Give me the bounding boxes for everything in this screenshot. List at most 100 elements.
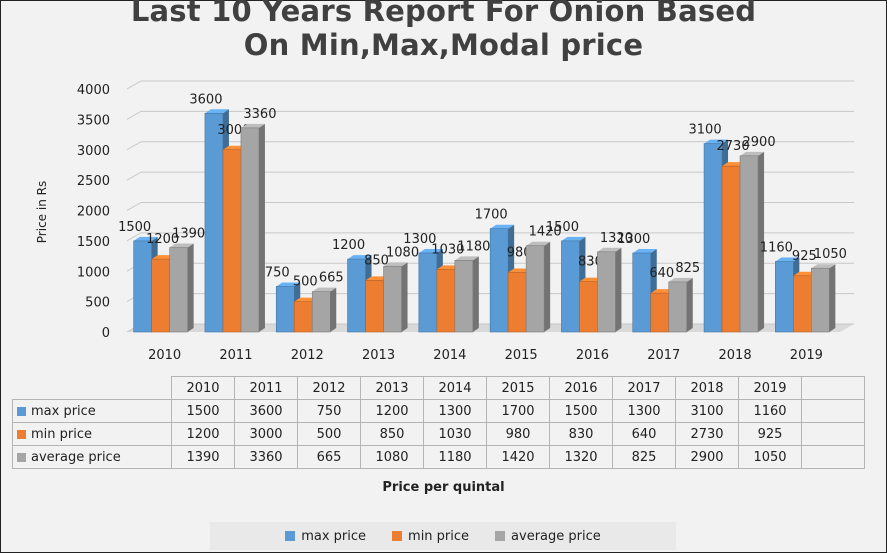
- bar-average-price-2011: [240, 127, 260, 333]
- bar-top: [276, 282, 301, 287]
- bar-side: [544, 241, 551, 332]
- x-tick-label: 2014: [433, 348, 466, 363]
- bar-max-price-2011: [204, 113, 224, 333]
- data-label: 1500: [546, 220, 579, 235]
- data-label: 1390: [172, 227, 205, 242]
- data-label: 1030: [431, 242, 464, 257]
- x-tick-label: 2015: [505, 348, 538, 363]
- y-axis-label: Price in Rs: [35, 181, 49, 243]
- bar-min-price-2011: [222, 149, 242, 333]
- bar-top: [597, 247, 622, 252]
- bar-side: [472, 256, 479, 332]
- data-label: 925: [792, 249, 817, 264]
- data-label: 1320: [600, 231, 633, 246]
- data-table-row: max price 1500 3600 750 1200 1300 1700 1500 1300…: [12, 399, 865, 423]
- bar-side: [258, 123, 265, 332]
- x-axis-label: Price per quintal: [382, 480, 505, 495]
- x-tick-label: 2018: [719, 348, 752, 363]
- y-tick-label: 500: [85, 296, 110, 311]
- data-table-cell: 500: [297, 422, 361, 446]
- bar-max-price-2012: [275, 286, 295, 333]
- data-label: 850: [364, 253, 389, 268]
- data-table-cell: 1700: [486, 399, 550, 423]
- data-table-cell: 1500: [549, 399, 613, 423]
- gridline: [126, 141, 854, 151]
- legend-swatch-icon: [392, 531, 403, 541]
- data-table-cell: 2730: [675, 422, 739, 446]
- data-table-cell: 3000: [234, 422, 298, 446]
- data-table-header-cell: 2013: [360, 376, 424, 400]
- data-table-cell: 640: [612, 422, 676, 446]
- data-label: 1080: [386, 245, 419, 260]
- bar-average-price-2013: [383, 266, 402, 333]
- gridline: [126, 171, 854, 181]
- data-label: 830: [578, 255, 603, 270]
- bar-chart: 0 500 1000 1500 2000 2500 3000 3500 4000 Price in…: [35, 80, 854, 363]
- series-swatch-icon: [17, 429, 26, 439]
- data-table-empty-cell: [801, 445, 865, 469]
- data-table-empty-cell: [801, 376, 865, 400]
- bar-top: [418, 249, 443, 254]
- gridline: [126, 202, 854, 211]
- data-label: 980: [507, 245, 532, 260]
- chart-title-line-2: On Min,Max,Modal price: [243, 28, 644, 62]
- bar-min-price-2016: [579, 281, 598, 333]
- data-table-header-row: 2010 2011 2012 2013 2014 2015 2016 2017 2018 2019: [13, 376, 865, 400]
- data-table-empty-cell: [801, 399, 865, 423]
- bar-top: [561, 236, 586, 241]
- bar-top: [383, 262, 408, 267]
- bar-min-price-2013: [365, 280, 384, 333]
- legend-item: average price: [495, 529, 601, 544]
- data-table-cell: 665: [297, 445, 361, 469]
- y-tick-label: 2500: [77, 174, 110, 189]
- data-table-cell: 1320: [549, 445, 613, 469]
- y-tick-label: 2000: [77, 205, 110, 220]
- bar-max-price-2013: [347, 258, 366, 333]
- y-tick-label: 3500: [77, 113, 110, 128]
- x-tick-label: 2019: [790, 348, 823, 363]
- x-tick-label: 2011: [219, 348, 252, 363]
- bar-top: [133, 236, 158, 241]
- legend: max price min price average price: [210, 522, 676, 550]
- data-table-cell: 1420: [486, 445, 550, 469]
- series-swatch-icon: [17, 406, 26, 416]
- data-table-cell: 830: [549, 422, 613, 446]
- bar-min-price-2015: [507, 272, 527, 333]
- chart-title-line-1: Last 10 Years Report For Onion Based: [130, 0, 757, 28]
- y-tick-label: 1500: [77, 235, 110, 250]
- bar-top: [632, 249, 657, 254]
- data-label: 1200: [146, 232, 179, 247]
- data-table-cell: 1300: [423, 399, 487, 423]
- x-tick-label: 2010: [148, 348, 181, 363]
- bar-top: [204, 109, 229, 114]
- bar-min-price-2012: [293, 301, 313, 333]
- data-table: 2010 2011 2012 2013 2014 2015 2016 2017 2018 2019…: [12, 376, 865, 469]
- bar-max-price-2019: [775, 261, 794, 333]
- data-label: 1300: [617, 232, 650, 247]
- series-name: average price: [31, 449, 121, 465]
- bar-side: [187, 243, 194, 332]
- x-tick-label: 2013: [362, 348, 395, 363]
- x-tick-label: 2012: [291, 348, 324, 363]
- data-table-header-cell: 2011: [234, 376, 298, 400]
- data-table-cell: 825: [612, 445, 676, 469]
- data-table-cell: 1030: [423, 422, 487, 446]
- bar-average-price-2012: [311, 291, 331, 333]
- bar-top: [347, 255, 372, 260]
- bar-top: [775, 257, 800, 262]
- data-table-series-label: average price: [12, 445, 172, 469]
- bar-average-price-2014: [454, 260, 474, 333]
- legend-item: max price: [285, 529, 366, 544]
- bar-top: [490, 224, 515, 229]
- gridline: [126, 80, 854, 90]
- data-label: 825: [675, 261, 700, 276]
- series-swatch-icon: [17, 452, 26, 462]
- bar-average-price-2017: [668, 281, 688, 333]
- data-label: 1180: [457, 239, 490, 254]
- data-label: 1050: [814, 247, 847, 262]
- bar-top: [668, 277, 693, 282]
- y-tick-label: 4000: [77, 83, 110, 98]
- bar-max-price-2018: [703, 143, 723, 333]
- data-label: 1700: [475, 208, 508, 223]
- bar-max-price-2016: [561, 240, 580, 333]
